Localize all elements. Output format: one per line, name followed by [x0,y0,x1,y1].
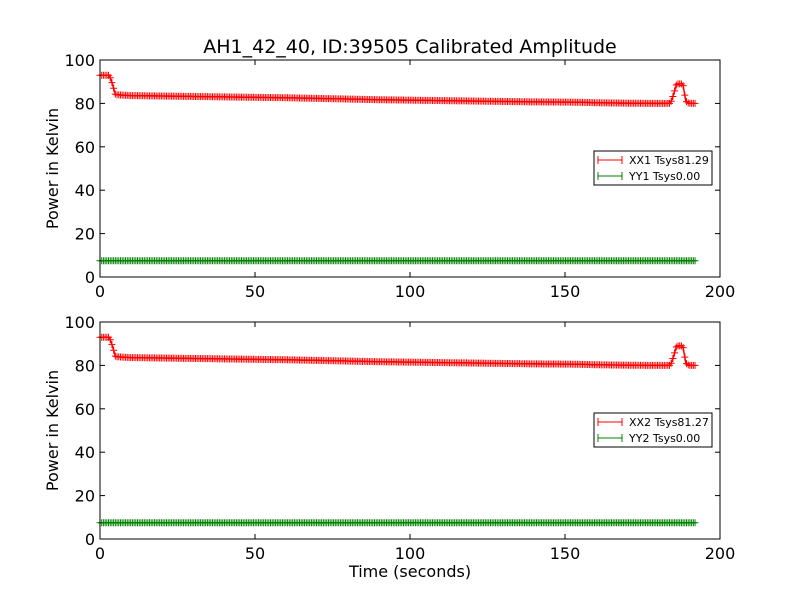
x-tick-label: 0 [95,282,105,301]
marker-plus [671,349,679,357]
marker-plus [111,352,119,360]
y-tick-label: 80 [75,356,95,375]
marker-plus [677,80,685,88]
marker-plus [669,354,677,362]
marker-plus [110,84,118,92]
x-tick-label: 100 [395,282,426,301]
y-tick-label: 20 [75,487,95,506]
x-tick-label: 200 [705,282,736,301]
x-tick-label: 50 [245,282,265,301]
legend-marker [597,172,623,180]
y-tick-label: 80 [75,94,95,113]
y-tick-label: 100 [64,313,95,332]
marker-plus [106,74,114,82]
legend: XX1 Tsys81.29 YY1 Tsys0.00 [593,150,713,186]
y-tick-label: 100 [64,51,95,70]
marker-plus [684,361,692,369]
legend-marker [597,418,623,426]
x-tick-label: 150 [550,544,581,563]
y-tick-label: 60 [75,400,95,419]
marker-plus [677,342,685,350]
marker-plus [691,99,699,107]
legend-entry: YY1 Tsys0.00 [597,170,700,183]
series-line [100,74,696,105]
legend: XX2 Tsys81.27 YY2 Tsys0.00 [593,412,713,448]
marker-plus [667,359,675,367]
series-1-line [96,71,699,107]
subplot-1: 0 50 100 150 200 0 20 40 60 80 100 AH1_42_40, ID:39… [43,36,735,301]
series-markers [96,333,699,369]
x-axis-label: Time (seconds) [348,562,471,581]
y-axis-label: Power in Kelvin [43,370,62,491]
marker-plus [691,257,699,265]
y-axis-label: Power in Kelvin [43,108,62,229]
legend-box [593,150,713,186]
marker-plus [672,343,680,351]
y-tick-label: 40 [75,181,95,200]
chart-title: AH1_42_40, ID:39505 Calibrated Amplitude [203,36,617,58]
marker-plus [684,99,692,107]
legend-entry: XX2 Tsys81.27 [597,416,709,429]
series-line [100,336,696,367]
marker-plus [679,82,687,90]
legend-marker [597,434,623,442]
legend-label: XX2 Tsys81.27 [629,416,709,429]
y-tick-label: 0 [85,268,95,287]
legend-label: YY1 Tsys0.00 [628,170,700,183]
x-tick-label: 0 [95,544,105,563]
marker-plus [667,97,675,105]
legend-box [593,412,713,448]
marker-plus [106,336,114,344]
marker-plus [672,81,680,89]
marker-plus [691,519,699,527]
marker-plus [691,361,699,369]
series-2-line [96,519,699,527]
series-markers [96,257,699,265]
x-tick-label: 150 [550,282,581,301]
x-tick-label: 50 [245,544,265,563]
x-tick-label: 200 [705,544,736,563]
y-tick-label: 60 [75,138,95,157]
marker-plus [111,90,119,98]
marker-plus [108,79,116,87]
subplot-2: 0 50 100 150 200 0 20 40 60 80 100 Power in Kelvin T… [43,313,735,581]
legend-marker [597,156,623,164]
marker-plus [108,341,116,349]
series-markers [96,71,699,107]
x-tick-label: 100 [395,544,426,563]
y-tick-label: 20 [75,225,95,244]
marker-plus [683,360,691,368]
legend-label: XX1 Tsys81.29 [629,154,709,167]
marker-plus [110,346,118,354]
marker-plus [681,353,689,361]
marker-plus [671,87,679,95]
y-tick-label: 40 [75,443,95,462]
series-1-line [96,333,699,369]
legend-entry: YY2 Tsys0.00 [597,432,700,445]
series-2-line [96,257,699,265]
legend-entry: XX1 Tsys81.29 [597,154,709,167]
marker-plus [679,344,687,352]
series-markers [96,519,699,527]
marker-plus [683,98,691,106]
y-tick-label: 0 [85,530,95,549]
marker-plus [681,91,689,99]
legend-label: YY2 Tsys0.00 [628,432,700,445]
marker-plus [669,92,677,100]
